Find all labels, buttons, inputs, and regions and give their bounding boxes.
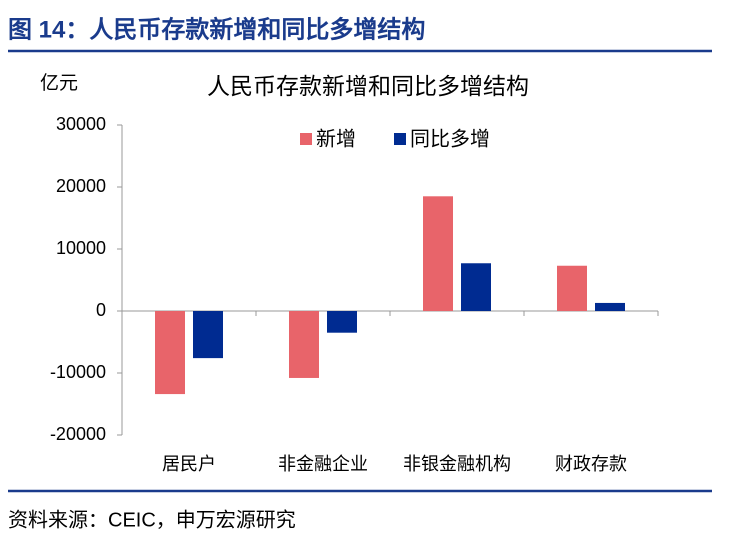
bar	[461, 263, 491, 311]
y-tick-label: -10000	[50, 362, 106, 382]
figure-title: 图 14：人民币存款新增和同比多增结构	[8, 15, 425, 43]
legend-swatch	[394, 133, 406, 145]
bar	[423, 196, 453, 311]
bar	[327, 311, 357, 333]
x-tick-label: 居民户	[162, 454, 216, 474]
y-tick-label: 20000	[56, 176, 106, 196]
x-tick-label: 财政存款	[555, 454, 627, 474]
legend-swatch	[300, 133, 312, 145]
y-axis-label: 亿元	[40, 72, 78, 94]
legend-label: 同比多增	[410, 127, 490, 150]
bar	[595, 302, 625, 311]
chart-title: 人民币存款新增和同比多增结构	[207, 73, 529, 99]
bar	[155, 311, 185, 395]
y-tick-label: 30000	[56, 114, 106, 134]
bar	[289, 311, 319, 378]
y-tick-label: 0	[96, 300, 106, 320]
bar	[557, 265, 587, 311]
y-tick-label: -20000	[50, 424, 106, 444]
x-tick-label: 非银金融机构	[403, 454, 511, 474]
legend-label: 新增	[316, 127, 356, 150]
y-tick-label: 10000	[56, 238, 106, 258]
x-tick-label: 非金融企业	[278, 454, 368, 474]
bar	[193, 311, 223, 359]
source-note: 资料来源：CEIC，申万宏源研究	[8, 508, 296, 531]
